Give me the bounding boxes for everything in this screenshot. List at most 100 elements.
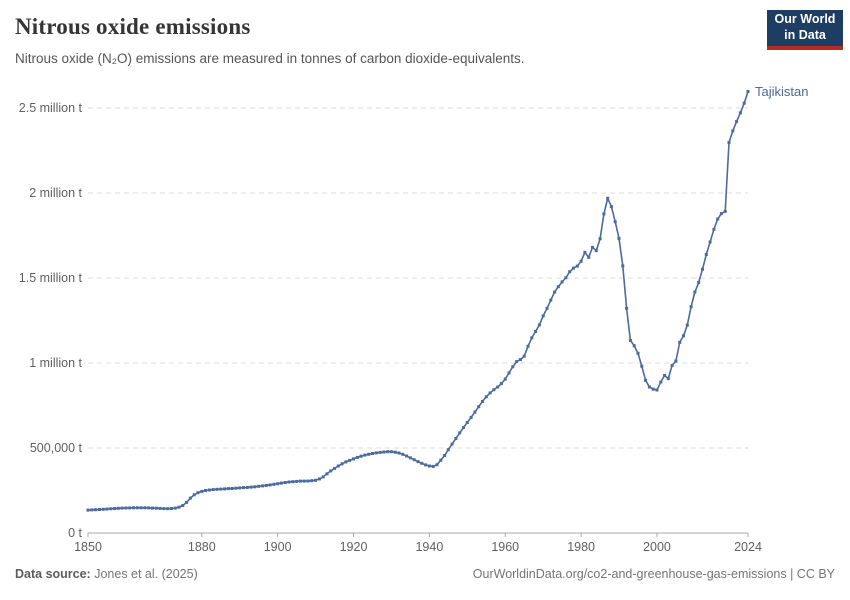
data-point[interactable] [355,455,359,459]
data-point[interactable] [389,450,393,454]
data-point[interactable] [534,329,538,333]
series-line[interactable] [87,91,749,511]
data-point[interactable] [469,415,473,419]
data-point[interactable] [116,506,120,510]
data-point[interactable] [446,448,450,452]
data-point[interactable] [405,454,409,458]
data-point[interactable] [158,506,162,510]
data-point[interactable] [731,129,735,133]
data-point[interactable] [408,456,412,460]
data-point[interactable] [666,377,670,381]
data-point[interactable] [511,365,515,369]
data-point[interactable] [261,484,264,488]
data-point[interactable] [575,264,579,268]
data-point[interactable] [659,380,663,384]
data-point[interactable] [602,212,606,216]
data-point[interactable] [242,486,245,490]
data-point[interactable] [378,450,382,454]
data-point[interactable] [553,290,557,294]
data-point[interactable] [518,358,522,362]
data-point[interactable] [556,285,560,289]
data-point[interactable] [211,488,215,492]
data-point[interactable] [348,458,352,462]
data-point[interactable] [435,463,439,467]
data-point[interactable] [606,196,610,200]
data-point[interactable] [587,255,591,259]
data-point[interactable] [314,478,318,482]
data-point[interactable] [257,484,261,488]
data-point[interactable] [105,507,109,511]
data-point[interactable] [549,298,553,302]
data-point[interactable] [693,290,697,294]
data-point[interactable] [230,487,234,490]
data-point[interactable] [591,245,594,249]
data-point[interactable] [333,466,337,470]
data-point[interactable] [515,360,519,364]
data-point[interactable] [154,506,158,510]
data-point[interactable] [462,426,465,430]
data-point[interactable] [579,259,583,263]
data-point[interactable] [526,344,530,348]
data-point[interactable] [207,488,211,492]
data-point[interactable] [454,437,458,440]
data-point[interactable] [120,506,124,510]
data-point[interactable] [196,491,200,495]
data-point[interactable] [560,280,564,284]
data-point[interactable] [147,506,151,510]
data-point[interactable] [443,454,447,457]
data-point[interactable] [128,506,132,510]
data-point[interactable] [264,483,268,487]
data-point[interactable] [192,493,196,497]
data-point[interactable] [682,334,685,338]
data-point[interactable] [674,359,678,363]
data-point[interactable] [321,475,325,479]
data-point[interactable] [386,450,390,454]
data-point[interactable] [496,385,500,389]
data-point[interactable] [530,336,534,340]
data-point[interactable] [712,227,716,231]
data-point[interactable] [352,457,355,461]
data-point[interactable] [439,458,443,462]
data-point[interactable] [499,382,503,386]
data-point[interactable] [325,472,329,476]
data-point[interactable] [393,450,397,454]
data-point[interactable] [735,119,739,123]
data-point[interactable] [245,485,249,489]
data-point[interactable] [94,508,98,512]
data-point[interactable] [716,217,720,221]
data-point[interactable] [738,111,742,115]
data-point[interactable] [697,280,701,284]
data-point[interactable] [238,486,242,490]
data-point[interactable] [424,463,428,467]
data-point[interactable] [488,391,492,395]
data-point[interactable] [678,340,682,344]
data-point[interactable] [412,458,416,462]
data-point[interactable] [173,506,177,510]
data-point[interactable] [481,399,484,403]
data-point[interactable] [685,323,689,327]
data-point[interactable] [621,264,625,268]
data-point[interactable] [663,373,667,377]
data-point[interactable] [329,469,333,473]
data-point[interactable] [272,482,276,486]
data-point[interactable] [704,253,708,256]
data-point[interactable] [135,506,139,510]
data-point[interactable] [177,505,181,509]
data-point[interactable] [651,387,655,391]
data-point[interactable] [644,378,648,382]
data-point[interactable] [625,306,629,310]
data-point[interactable] [401,452,405,456]
data-point[interactable] [492,388,496,392]
data-point[interactable] [113,507,117,510]
data-point[interactable] [185,500,189,504]
data-point[interactable] [420,461,424,465]
data-point[interactable] [139,506,143,510]
data-point[interactable] [367,452,371,456]
data-point[interactable] [541,314,545,318]
data-point[interactable] [151,506,154,510]
data-point[interactable] [701,267,704,271]
data-point[interactable] [503,377,507,381]
data-point[interactable] [594,249,598,253]
data-point[interactable] [465,421,469,424]
